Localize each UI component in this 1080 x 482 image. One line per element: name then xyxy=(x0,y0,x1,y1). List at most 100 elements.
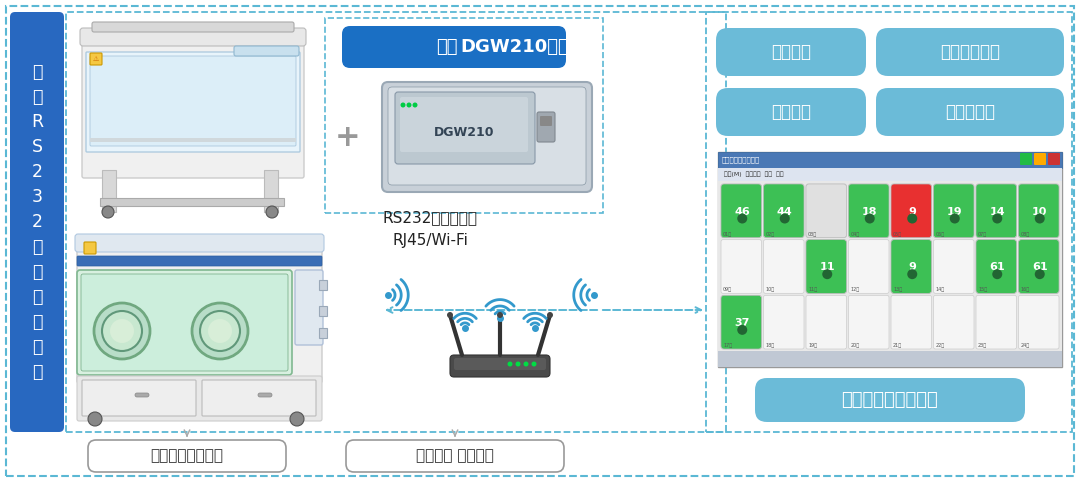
Text: 18: 18 xyxy=(862,207,877,217)
Circle shape xyxy=(413,103,418,107)
FancyBboxPatch shape xyxy=(849,184,889,238)
FancyBboxPatch shape xyxy=(258,393,272,397)
Text: 14库: 14库 xyxy=(935,287,945,293)
Text: 02库: 02库 xyxy=(766,232,774,237)
FancyBboxPatch shape xyxy=(1018,295,1059,349)
FancyBboxPatch shape xyxy=(342,26,566,68)
Text: 集中化管理: 集中化管理 xyxy=(945,103,995,121)
Text: 06库: 06库 xyxy=(935,232,945,237)
Bar xyxy=(718,152,1062,168)
FancyBboxPatch shape xyxy=(933,184,974,238)
FancyBboxPatch shape xyxy=(77,240,322,383)
Bar xyxy=(319,306,327,316)
Text: DGW210: DGW210 xyxy=(434,125,495,138)
FancyBboxPatch shape xyxy=(764,184,804,238)
FancyBboxPatch shape xyxy=(295,270,323,345)
FancyBboxPatch shape xyxy=(87,440,286,472)
FancyBboxPatch shape xyxy=(80,28,306,46)
Bar xyxy=(718,152,1062,367)
Text: 19: 19 xyxy=(947,207,962,217)
FancyBboxPatch shape xyxy=(1018,184,1059,238)
FancyBboxPatch shape xyxy=(876,28,1064,76)
FancyBboxPatch shape xyxy=(764,295,804,349)
FancyBboxPatch shape xyxy=(1034,153,1047,165)
Bar xyxy=(706,12,1072,432)
FancyBboxPatch shape xyxy=(202,380,316,416)
Text: RS232电脑接口转
RJ45/Wi-Fi: RS232电脑接口转 RJ45/Wi-Fi xyxy=(382,210,477,248)
Text: 监控(M)  模块测试  帮助  关于: 监控(M) 模块测试 帮助 关于 xyxy=(724,171,784,177)
Text: 12库: 12库 xyxy=(851,287,860,293)
FancyBboxPatch shape xyxy=(721,184,761,238)
FancyBboxPatch shape xyxy=(1018,240,1059,294)
FancyBboxPatch shape xyxy=(721,240,761,294)
FancyBboxPatch shape xyxy=(450,355,550,377)
Text: 21库: 21库 xyxy=(893,343,902,348)
Circle shape xyxy=(102,206,114,218)
FancyBboxPatch shape xyxy=(86,52,300,152)
Text: 17库: 17库 xyxy=(723,343,732,348)
Bar xyxy=(319,328,327,338)
Circle shape xyxy=(993,269,1002,279)
FancyBboxPatch shape xyxy=(90,56,296,146)
Circle shape xyxy=(94,303,150,359)
FancyBboxPatch shape xyxy=(976,184,1016,238)
Circle shape xyxy=(192,303,248,359)
Text: 24库: 24库 xyxy=(1021,343,1029,348)
FancyBboxPatch shape xyxy=(716,88,866,136)
Text: 筱体环境监测: 筱体环境监测 xyxy=(940,43,1000,61)
FancyBboxPatch shape xyxy=(90,53,102,65)
Text: 44: 44 xyxy=(777,207,793,217)
Bar xyxy=(718,351,1062,367)
Circle shape xyxy=(508,362,513,366)
FancyBboxPatch shape xyxy=(849,240,889,294)
Text: 自动控温: 自动控温 xyxy=(771,43,811,61)
Text: 9: 9 xyxy=(908,263,916,272)
FancyBboxPatch shape xyxy=(10,12,64,432)
FancyBboxPatch shape xyxy=(849,295,889,349)
FancyBboxPatch shape xyxy=(135,393,149,397)
Bar xyxy=(264,170,278,212)
Text: 自连: 自连 xyxy=(436,38,458,56)
Text: 09库: 09库 xyxy=(723,287,732,293)
FancyBboxPatch shape xyxy=(891,184,931,238)
Text: 14: 14 xyxy=(989,207,1005,217)
Circle shape xyxy=(1035,269,1044,279)
FancyBboxPatch shape xyxy=(1018,184,1059,238)
Circle shape xyxy=(110,319,134,343)
FancyBboxPatch shape xyxy=(976,240,1016,294)
Circle shape xyxy=(1035,214,1044,224)
Circle shape xyxy=(822,269,833,279)
Text: 13库: 13库 xyxy=(893,287,902,293)
FancyBboxPatch shape xyxy=(75,234,324,252)
Text: 03库: 03库 xyxy=(808,232,818,237)
FancyBboxPatch shape xyxy=(92,22,294,32)
FancyBboxPatch shape xyxy=(382,82,592,192)
Text: 01库: 01库 xyxy=(723,232,732,237)
Text: 23库: 23库 xyxy=(978,343,987,348)
Circle shape xyxy=(291,412,303,426)
Text: DGW210网关: DGW210网关 xyxy=(460,38,569,56)
Text: 05库: 05库 xyxy=(893,232,902,237)
Bar xyxy=(90,138,296,142)
Circle shape xyxy=(738,214,747,224)
Bar xyxy=(319,280,327,290)
Circle shape xyxy=(993,214,1002,224)
FancyBboxPatch shape xyxy=(346,440,564,472)
Text: 37: 37 xyxy=(734,318,750,328)
Text: 15库: 15库 xyxy=(978,287,987,293)
FancyBboxPatch shape xyxy=(721,295,761,349)
FancyBboxPatch shape xyxy=(876,88,1064,136)
Circle shape xyxy=(87,412,102,426)
FancyBboxPatch shape xyxy=(1018,240,1059,294)
Text: 20库: 20库 xyxy=(851,343,860,348)
Circle shape xyxy=(447,312,453,318)
Text: 11库: 11库 xyxy=(808,287,818,293)
FancyBboxPatch shape xyxy=(891,295,931,349)
FancyBboxPatch shape xyxy=(806,184,847,238)
FancyBboxPatch shape xyxy=(77,376,322,421)
FancyBboxPatch shape xyxy=(716,28,866,76)
Bar xyxy=(100,198,284,206)
Circle shape xyxy=(266,206,278,218)
Text: 07库: 07库 xyxy=(978,232,987,237)
Text: +: + xyxy=(335,122,361,151)
